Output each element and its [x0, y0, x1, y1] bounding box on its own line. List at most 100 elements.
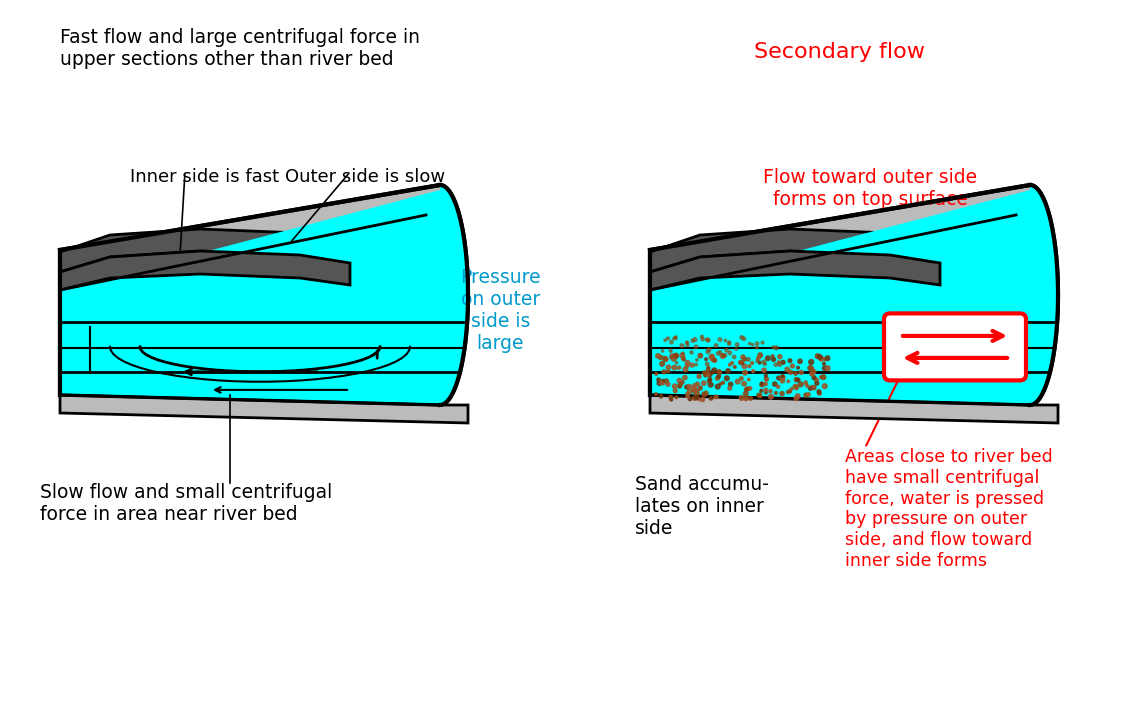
Point: [749, 390, 768, 401]
Point: [683, 335, 702, 346]
Point: [658, 333, 677, 344]
Point: [810, 388, 828, 399]
Point: [708, 372, 727, 384]
Point: [673, 350, 691, 362]
Point: [757, 373, 776, 385]
Point: [705, 364, 723, 376]
Point: [757, 374, 776, 385]
Point: [764, 354, 782, 365]
Point: [703, 351, 721, 363]
Point: [681, 385, 699, 397]
Point: [674, 353, 693, 364]
Point: [708, 381, 727, 393]
Polygon shape: [650, 185, 1058, 405]
Point: [674, 347, 693, 359]
Point: [756, 378, 775, 390]
Point: [681, 393, 699, 405]
Point: [805, 372, 823, 383]
Point: [735, 378, 753, 390]
Point: [805, 366, 823, 377]
Point: [694, 333, 712, 345]
Point: [702, 393, 720, 404]
Point: [779, 375, 797, 387]
Point: [657, 354, 675, 365]
Point: [656, 335, 674, 346]
Point: [719, 365, 737, 377]
Point: [657, 375, 675, 387]
Polygon shape: [60, 251, 350, 290]
Point: [787, 382, 805, 393]
Point: [665, 333, 683, 344]
Point: [653, 358, 671, 369]
Point: [786, 381, 804, 393]
Point: [678, 360, 696, 372]
Point: [781, 385, 800, 397]
Point: [808, 377, 826, 389]
Point: [739, 354, 757, 365]
Point: [802, 356, 820, 368]
Point: [687, 341, 705, 353]
Point: [666, 385, 685, 397]
Point: [814, 358, 833, 369]
Point: [732, 332, 751, 343]
Point: [796, 377, 814, 388]
Point: [673, 340, 691, 351]
Point: [652, 351, 670, 363]
Point: [654, 345, 672, 356]
Point: [819, 362, 837, 374]
Point: [714, 349, 732, 361]
Point: [659, 362, 678, 373]
Text: Slow flow and small centrifugal
force in area near river bed: Slow flow and small centrifugal force in…: [40, 483, 333, 524]
Point: [662, 391, 680, 403]
Polygon shape: [60, 395, 468, 423]
Polygon shape: [650, 251, 940, 290]
Point: [769, 381, 787, 393]
Point: [738, 382, 756, 394]
Point: [721, 359, 739, 370]
Point: [731, 357, 749, 369]
Point: [735, 333, 753, 345]
Point: [734, 351, 752, 363]
Point: [665, 353, 683, 364]
Point: [721, 378, 739, 390]
Point: [688, 378, 706, 390]
Point: [690, 370, 708, 382]
Point: [775, 356, 793, 368]
Point: [666, 351, 685, 362]
Point: [726, 351, 744, 363]
Point: [764, 341, 782, 353]
Point: [819, 352, 837, 364]
Point: [803, 368, 821, 380]
Point: [759, 352, 777, 364]
Point: [666, 331, 685, 343]
Polygon shape: [650, 185, 1058, 405]
Point: [721, 382, 739, 394]
Point: [667, 357, 686, 369]
Point: [703, 354, 721, 365]
Point: [697, 369, 715, 380]
Point: [680, 380, 698, 392]
Point: [698, 334, 716, 346]
Point: [721, 347, 739, 359]
Point: [650, 377, 669, 389]
Point: [714, 377, 732, 388]
Point: [753, 379, 771, 390]
Point: [679, 390, 697, 401]
Point: [697, 354, 715, 365]
Point: [748, 338, 767, 349]
Point: [699, 362, 718, 373]
Point: [718, 372, 736, 384]
Point: [711, 346, 729, 358]
Point: [756, 384, 775, 395]
Point: [800, 389, 818, 401]
Point: [691, 350, 710, 362]
Point: [754, 337, 772, 348]
Point: [700, 374, 719, 385]
Point: [718, 344, 736, 356]
Point: [808, 375, 826, 386]
Point: [666, 333, 685, 344]
Point: [798, 380, 817, 392]
Point: [713, 350, 731, 362]
Point: [694, 394, 712, 406]
Polygon shape: [60, 185, 468, 405]
